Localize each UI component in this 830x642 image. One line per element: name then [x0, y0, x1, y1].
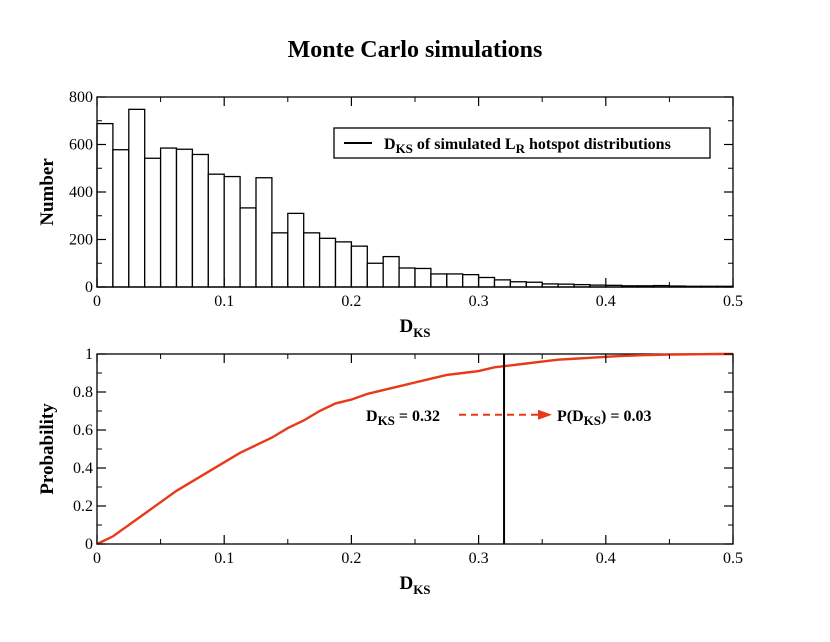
cdf-xtick-label: 0.4	[596, 550, 616, 567]
hist-xtick-label: 0.4	[596, 293, 616, 310]
histogram-bar	[255, 177, 273, 288]
histogram-bar	[509, 281, 527, 288]
cdf-xtick-label: 0.3	[469, 550, 489, 567]
cdf-xlabel: DKS	[399, 573, 430, 597]
cdf-ylabel: Probability	[37, 403, 58, 495]
hist-ytick-label: 400	[69, 184, 93, 201]
histogram-axis-ticks: 0 0.1 0.2 0.3 0.4 0.5 0 200 400 600 800	[69, 89, 743, 310]
histogram-bar	[350, 245, 368, 288]
hist-ytick-label: 200	[69, 232, 93, 249]
cdf-xtick-label: 0	[93, 550, 101, 567]
histogram-panel: 0 0.1 0.2 0.3 0.4 0.5 0 200 400 600 800 DKS Number…	[37, 89, 743, 340]
cdf-panel: 0 0.1 0.2 0.3 0.4 0.5 0 0.2 0.4 0.6 0.8 1 DKS Proba…	[37, 346, 743, 597]
histogram-bar	[382, 255, 400, 288]
histogram-bar	[493, 279, 512, 288]
cdf-xtick-label: 0.5	[723, 550, 743, 567]
hist-xtick-label: 0.2	[341, 293, 361, 310]
histogram-bar	[207, 173, 225, 288]
histogram-bar	[191, 153, 209, 288]
histogram-bars	[96, 108, 734, 288]
hist-xtick-label: 0	[93, 293, 101, 310]
cdf-ytick-label: 0.4	[73, 460, 93, 477]
histogram-bar	[303, 232, 321, 288]
legend-label: DKS of simulated LR hotspot distribution…	[384, 136, 671, 156]
histogram-bar	[271, 232, 289, 288]
cdf-xtick-label: 0.2	[341, 550, 361, 567]
annotation-probability: P(DKS) = 0.03	[557, 408, 651, 428]
histogram-bar	[239, 207, 257, 288]
cdf-ytick-label: 0.6	[73, 422, 93, 439]
cdf-xtick-label: 0.1	[214, 550, 234, 567]
histogram-bar	[159, 147, 178, 288]
histogram-ylabel: Number	[37, 158, 58, 226]
histogram-bar	[223, 175, 241, 288]
hist-xtick-label: 0.3	[469, 293, 489, 310]
histogram-bar	[414, 267, 432, 288]
hist-xtick-label: 0.1	[214, 293, 234, 310]
legend-box	[333, 127, 711, 159]
annotation-dks-value: DKS = 0.32	[366, 408, 440, 428]
cdf-ytick-label: 1	[85, 346, 93, 363]
histogram-bar	[175, 148, 194, 288]
hist-ytick-label: 600	[69, 137, 93, 154]
histogram-bar	[525, 281, 543, 288]
histogram-bar	[398, 267, 416, 288]
histogram-bar	[366, 262, 384, 288]
legend: DKS of simulated LR hotspot distribution…	[333, 127, 711, 159]
hist-ytick-label: 800	[69, 89, 93, 106]
hist-ytick-label: 0	[85, 279, 93, 296]
cdf-ytick-label: 0	[85, 536, 93, 553]
histogram-bar	[96, 122, 114, 288]
histogram-bar	[144, 157, 162, 288]
histogram-bar	[318, 237, 337, 288]
histogram-xlabel: DKS	[399, 316, 430, 340]
histogram-bar	[477, 276, 496, 288]
cdf-ytick-label: 0.8	[73, 384, 93, 401]
cdf-series-line	[96, 352, 733, 546]
cdf-axis-ticks: 0 0.1 0.2 0.3 0.4 0.5 0 0.2 0.4 0.6 0.8 1	[73, 346, 743, 567]
histogram-bar	[112, 149, 130, 288]
hist-xtick-label: 0.5	[723, 293, 743, 310]
figure-title: Monte Carlo simulations	[288, 37, 543, 63]
cdf-ytick-label: 0.2	[73, 498, 93, 515]
annotation-arrowhead	[538, 409, 552, 420]
histogram-bar	[287, 212, 305, 288]
histogram-bar	[430, 273, 448, 288]
histogram-bar	[334, 241, 353, 288]
histogram-bar	[128, 108, 146, 288]
histogram-bar	[446, 273, 464, 288]
histogram-bar	[462, 273, 480, 288]
